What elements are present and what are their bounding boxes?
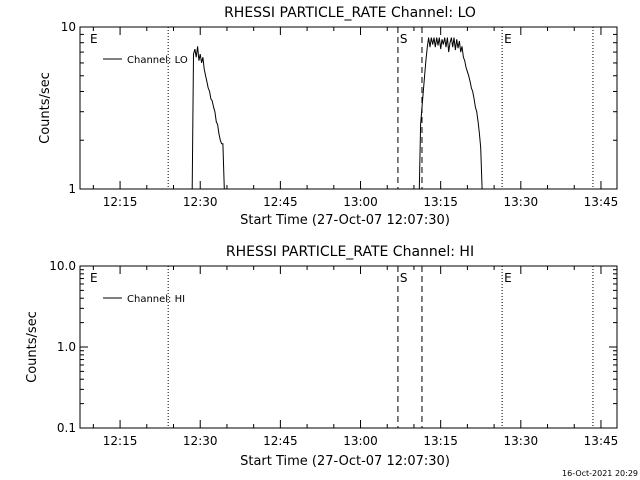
- panel-lo-title: RHESSI PARTICLE_RATE Channel: LO: [224, 5, 476, 21]
- panel-hi-legend: Channel: HI: [103, 294, 185, 305]
- panel-hi-ylabel: Counts/sec: [25, 311, 40, 383]
- panel-lo-y-ticks: 1 10: [61, 20, 617, 196]
- marker-label: E: [90, 271, 98, 285]
- x-tick-label: 13:00: [343, 434, 378, 448]
- x-tick-label: 12:45: [263, 195, 298, 209]
- panel-lo: RHESSI PARTICLE_RATE Channel: LO 1 10 12:…: [38, 5, 618, 228]
- panel-hi-title: RHESSI PARTICLE_RATE Channel: HI: [226, 244, 474, 260]
- x-tick-label: 13:30: [504, 195, 539, 209]
- x-tick-label: 12:45: [263, 434, 298, 448]
- x-tick-label: 12:15: [103, 434, 138, 448]
- marker-label: E: [504, 271, 512, 285]
- panel-lo-x-ticks: 12:15 12:30 12:45 13:00 13:15 13:30 13:45: [92, 27, 619, 209]
- x-tick-label: 13:15: [423, 195, 458, 209]
- marker-label: E: [504, 32, 512, 46]
- x-tick-label: 13:15: [423, 434, 458, 448]
- x-tick-label: 12:30: [183, 434, 218, 448]
- marker-label: S: [400, 32, 408, 46]
- panel-hi: RHESSI PARTICLE_RATE Channel: HI 0.1 1.0 1…: [25, 244, 618, 469]
- lo-series-line: [418, 37, 483, 190]
- panel-lo-xlabel: Start Time (27-Oct-07 12:07:30): [240, 213, 450, 228]
- y-tick-label: 10.0: [49, 259, 76, 273]
- panel-lo-legend: Channel: LO: [103, 55, 188, 66]
- panel-hi-xlabel: Start Time (27-Oct-07 12:07:30): [240, 454, 450, 469]
- panel-lo-legend-label: Channel: LO: [127, 55, 188, 66]
- panel-lo-series: [191, 37, 483, 190]
- y-tick-label: 1.0: [57, 340, 76, 354]
- x-tick-label: 12:30: [183, 195, 218, 209]
- x-tick-label: 13:00: [343, 195, 378, 209]
- y-tick-label: 10: [61, 20, 76, 34]
- panel-hi-legend-label: Channel: HI: [127, 294, 185, 305]
- y-tick-label: 0.1: [57, 421, 76, 435]
- footer-timestamp: 16-Oct-2021 20:29: [562, 469, 638, 478]
- x-tick-label: 12:15: [103, 195, 138, 209]
- x-tick-label: 13:45: [584, 434, 619, 448]
- x-tick-label: 13:45: [584, 195, 619, 209]
- panel-lo-ylabel: Counts/sec: [38, 72, 53, 144]
- marker-label: S: [400, 271, 408, 285]
- panel-lo-frame: [79, 26, 618, 190]
- panel-hi-x-ticks: 12:15 12:30 12:45 13:00 13:15 13:30 13:45: [92, 266, 619, 448]
- marker-label: E: [90, 32, 98, 46]
- y-tick-label: 1: [68, 182, 76, 196]
- lo-series-line: [191, 46, 225, 190]
- x-tick-label: 13:30: [504, 434, 539, 448]
- panel-hi-y-ticks: 0.1 1.0 10.0: [49, 259, 617, 435]
